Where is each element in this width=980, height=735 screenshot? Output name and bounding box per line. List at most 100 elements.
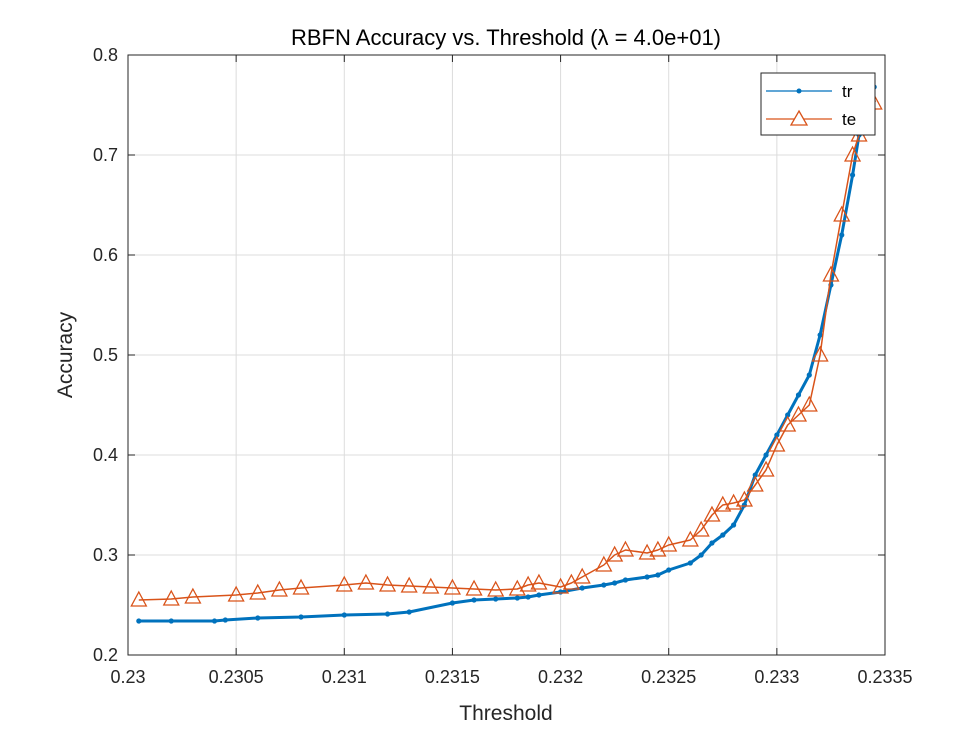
x-tick-label: 0.23 xyxy=(110,667,145,687)
data-point-tr xyxy=(741,502,748,508)
x-tick-label: 0.232 xyxy=(538,667,583,687)
data-point-te xyxy=(162,589,180,606)
data-point-tr xyxy=(298,614,304,620)
data-point-tr xyxy=(406,609,412,615)
data-point-tr xyxy=(255,615,261,621)
data-point-te xyxy=(714,495,732,512)
legend-te-marker xyxy=(789,109,809,126)
data-point-te xyxy=(735,490,753,507)
data-point-te xyxy=(822,265,840,282)
data-point-te xyxy=(508,579,526,596)
x-tick-label: 0.2325 xyxy=(641,667,696,687)
data-point-tr xyxy=(579,585,585,591)
data-point-te xyxy=(130,590,148,607)
data-point-te xyxy=(833,205,851,222)
data-point-te xyxy=(249,583,267,600)
data-point-tr xyxy=(471,597,477,603)
data-point-te xyxy=(616,540,635,557)
data-point-tr xyxy=(211,618,218,624)
x-tick-label: 0.2305 xyxy=(209,667,264,687)
data-point-te xyxy=(530,573,548,590)
data-point-te xyxy=(443,578,462,595)
data-point-te xyxy=(487,580,505,597)
data-point-tr xyxy=(698,552,704,558)
data-point-tr xyxy=(849,172,856,178)
data-point-tr xyxy=(525,594,531,600)
data-point-te xyxy=(768,435,786,452)
data-point-te xyxy=(422,577,440,594)
data-point-tr xyxy=(622,577,629,583)
data-point-te xyxy=(692,520,710,537)
y-tick-label: 0.3 xyxy=(93,545,118,565)
legend: tr te xyxy=(760,72,876,136)
data-point-te xyxy=(227,585,245,602)
data-point-tr xyxy=(601,582,607,588)
x-tick-label: 0.2335 xyxy=(857,667,912,687)
data-point-tr xyxy=(709,540,715,546)
data-point-tr xyxy=(449,600,456,606)
data-point-te xyxy=(465,579,483,596)
x-tick-label: 0.2315 xyxy=(425,667,480,687)
y-tick-label: 0.4 xyxy=(93,445,118,465)
ticks: 0.23 0.2305 0.231 0.2315 0.232 0.2325 0.233 0.2… xyxy=(93,45,913,687)
data-point-tr xyxy=(136,618,142,624)
series-line-te xyxy=(138,94,875,601)
data-point-te xyxy=(703,505,721,522)
data-point-tr xyxy=(687,560,693,566)
data-point-tr xyxy=(839,232,845,238)
legend-te-label: te xyxy=(842,110,856,129)
data-point-tr xyxy=(536,592,542,598)
data-point-te xyxy=(357,573,375,590)
data-point-te xyxy=(746,475,764,492)
legend-box xyxy=(760,72,876,136)
data-point-tr xyxy=(644,574,650,580)
data-point-te xyxy=(551,577,570,594)
data-point-tr xyxy=(763,452,769,458)
data-point-te xyxy=(660,535,678,552)
x-tick-label: 0.233 xyxy=(754,667,799,687)
data-point-te xyxy=(725,493,743,510)
data-point-te xyxy=(292,578,310,595)
data-point-tr xyxy=(168,618,174,624)
y-tick-label: 0.7 xyxy=(93,145,118,165)
y-tick-label: 0.2 xyxy=(93,645,118,665)
data-point-tr xyxy=(774,432,780,438)
data-point-tr xyxy=(557,589,564,595)
y-tick-label: 0.8 xyxy=(93,45,118,65)
x-tick-label: 0.231 xyxy=(322,667,367,687)
data-point-te xyxy=(789,405,808,422)
data-point-te xyxy=(519,575,537,592)
legend-tr-marker xyxy=(796,88,802,94)
data-point-tr xyxy=(720,532,726,538)
data-point-te xyxy=(800,395,818,412)
data-point-te xyxy=(270,580,288,597)
data-point-tr xyxy=(806,372,812,378)
data-point-tr xyxy=(612,580,618,586)
y-tick-label: 0.5 xyxy=(93,345,118,365)
data-point-tr xyxy=(493,596,499,602)
data-point-te xyxy=(681,530,699,547)
data-point-te xyxy=(638,543,656,560)
y-axis-label: Accuracy xyxy=(54,311,77,398)
grid xyxy=(128,55,885,655)
series-layer xyxy=(130,77,883,624)
data-point-te xyxy=(779,415,797,432)
data-point-te xyxy=(757,460,775,477)
data-point-tr xyxy=(731,522,737,528)
data-point-tr xyxy=(384,611,391,617)
legend-tr-label: tr xyxy=(842,82,853,101)
data-point-te xyxy=(573,567,591,584)
y-tick-label: 0.6 xyxy=(93,245,118,265)
data-point-te xyxy=(400,576,418,593)
data-point-tr xyxy=(752,472,758,478)
data-point-tr xyxy=(785,412,791,418)
data-point-tr xyxy=(655,572,661,578)
data-point-te xyxy=(843,145,862,162)
chart-title: RBFN Accuracy vs. Threshold (λ = 4.0e+01… xyxy=(291,25,721,50)
data-point-tr xyxy=(222,617,228,623)
data-point-tr xyxy=(817,332,823,338)
data-point-te xyxy=(378,575,397,592)
data-point-te xyxy=(811,345,829,362)
data-point-te xyxy=(335,575,353,592)
